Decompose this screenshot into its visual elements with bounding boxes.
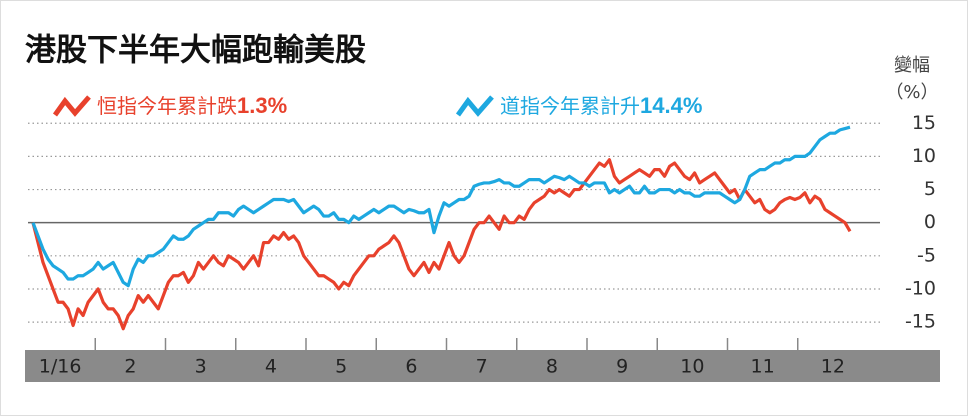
legend-label: 道指今年累計升14.4%: [500, 93, 702, 118]
legend-label: 恒指今年累計跌1.3%: [97, 93, 287, 118]
x-tick-label: 7: [476, 356, 488, 378]
x-tick-label: 8: [546, 356, 558, 378]
x-tick-label: 4: [265, 356, 277, 378]
legend-name: 恒指今年累計跌: [97, 94, 237, 118]
y-tick-label: 0: [924, 211, 936, 233]
x-tick-label: 1/16: [39, 356, 82, 378]
y-axis-unit: （%）: [885, 82, 938, 103]
legend-value: 1.3%: [237, 93, 287, 118]
series-line: [31, 158, 852, 331]
y-tick-label: -10: [905, 277, 936, 299]
y-axis-label: 變幅: [894, 55, 930, 76]
chart-title: 港股下半年大幅跑輸美股: [25, 33, 366, 69]
y-tick-label: 5: [924, 178, 936, 200]
x-tick-label: 2: [124, 356, 136, 378]
series-line: [31, 125, 851, 288]
legend-name: 道指今年累計升: [500, 94, 640, 118]
legend-icon: [52, 95, 91, 117]
x-tick-label: 11: [751, 356, 775, 378]
y-tick-label: -15: [905, 311, 936, 333]
month-bar: [25, 350, 940, 382]
legend-icon: [455, 95, 494, 117]
legend-value: 14.4%: [640, 93, 702, 118]
y-tick-label: 15: [912, 112, 936, 134]
x-tick-label: 12: [821, 356, 845, 378]
y-tick-label: 10: [912, 145, 936, 167]
x-tick-label: 6: [405, 356, 417, 378]
y-tick-label: -5: [917, 244, 936, 266]
x-tick-label: 5: [335, 356, 347, 378]
x-tick-label: 3: [195, 356, 207, 378]
x-tick-label: 10: [680, 356, 704, 378]
x-tick-label: 9: [616, 356, 628, 378]
